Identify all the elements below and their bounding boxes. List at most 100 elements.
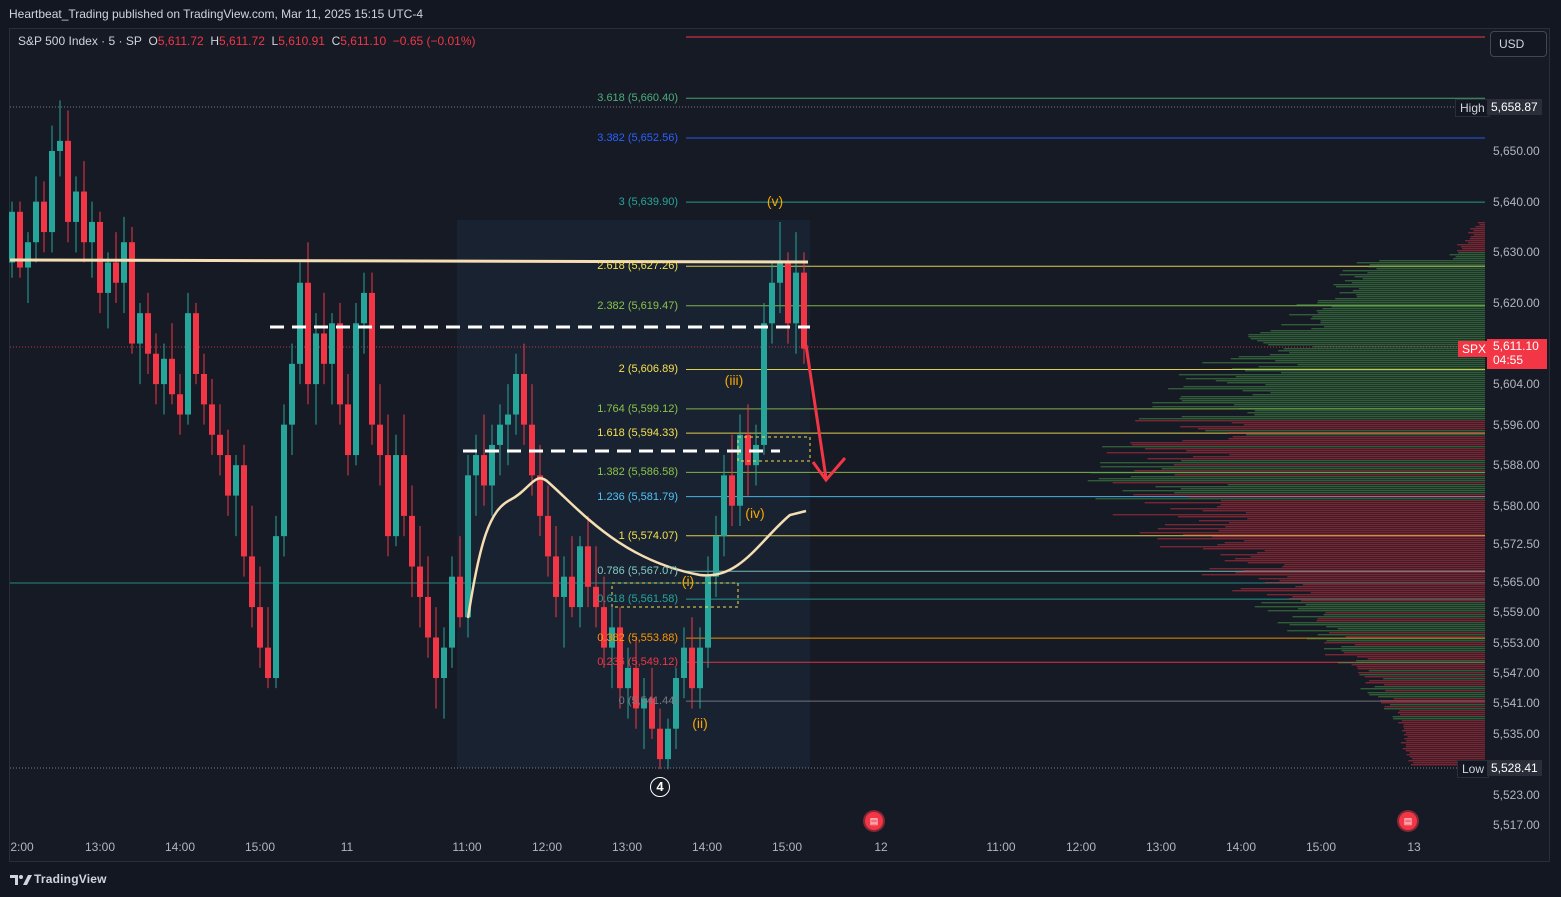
volume-profile-bar [1323,614,1485,616]
volume-profile-bar [1312,316,1485,318]
volume-profile-bar [1244,370,1485,372]
volume-profile-bar [1187,496,1485,498]
candle-body [425,596,431,638]
candle-body [145,313,151,354]
price-tick-label: 5,588.00 [1493,458,1540,473]
price-tick-label: 5,541.00 [1493,696,1540,711]
candle-body [729,475,735,506]
volume-profile-bar [1238,356,1485,358]
volume-profile-bar [1209,568,1485,570]
candle-body [713,536,719,577]
candle-body [561,576,567,597]
volume-profile-bar [1243,424,1485,426]
candle-body [665,728,671,760]
candle-body [241,465,247,557]
price-tick-label: 5,565.00 [1493,574,1540,589]
change-value: −0.65 (−0.01%) [392,34,476,48]
candle-body [225,455,231,496]
volume-profile-bar [1278,350,1485,352]
volume-profile-bar [1470,236,1485,238]
volume-profile-bar [1399,710,1485,712]
volume-profile-bar [1254,606,1485,608]
us-flag-icon[interactable]: ▤ [865,812,883,830]
candle-body [401,455,407,516]
us-flag-icon[interactable]: ▤ [1399,812,1417,830]
fib-level-label: 3.618 (5,660.40) [597,92,678,105]
volume-profile-bar [1238,408,1485,410]
volume-profile-bar [1247,562,1485,564]
currency-button[interactable]: USD [1490,31,1547,57]
candle-body [289,363,295,425]
volume-profile-bar [1337,628,1485,630]
candle-body [41,201,47,233]
candle-body [329,323,335,364]
time-tick-label: 14:00 [1225,840,1257,854]
volume-profile-bar [1473,234,1485,236]
candle-body [769,282,775,324]
volume-profile-bar [1384,706,1485,708]
volume-profile-bar [1310,318,1485,320]
symbol-title[interactable]: S&P 500 Index · 5 · SP [18,34,142,48]
volume-profile-bar [1264,550,1485,552]
volume-profile-bar [1378,696,1485,698]
candle-body [513,373,519,415]
candle-body [201,373,207,405]
volume-profile-bar [1458,252,1485,254]
volume-profile-bar [1234,558,1485,560]
volume-profile-bar [1369,264,1485,266]
volume-profile-bar [1405,746,1485,748]
candle-body [361,292,367,324]
time-tick-label: 12 [874,840,888,854]
volume-profile-bar [1181,416,1485,418]
volume-profile-bar [1269,354,1485,356]
candle-body [385,455,391,537]
volume-profile-bar [1351,282,1485,284]
volume-profile-bar [1180,488,1485,490]
volume-profile-bar [1287,630,1485,632]
open-value: 5,611.72 [157,34,204,48]
volume-profile-bar [1339,292,1485,294]
volume-profile-bar [1455,256,1485,258]
volume-profile-bar [1316,620,1485,622]
wave-label-iii: (iii) [724,372,744,388]
volume-profile-bar [1229,522,1485,524]
candle-body [457,576,463,618]
time-tick-label: 13:00 [84,840,116,854]
volume-profile-bar [1344,652,1485,654]
candle-body [73,191,79,222]
volume-profile-bar [1224,560,1485,562]
volume-profile-bar [1232,436,1485,438]
candle-body [265,647,271,679]
volume-profile-bar [1465,240,1485,242]
volume-profile-bar [1144,448,1485,450]
volume-profile-bar [1227,432,1485,434]
volume-profile-bar [1130,442,1485,444]
volume-profile-bar [1168,388,1485,390]
volume-profile-bar [1342,270,1485,272]
bar-countdown: 04:55 [1493,353,1524,367]
volume-profile-bar [1379,260,1485,262]
volume-profile-bar [1245,512,1485,514]
close-label: C [331,34,341,48]
candle-body [137,313,143,344]
price-axis[interactable]: 5,650.00 5,640.00 5,630.00 5,620.00 5,604.00… [1487,28,1550,862]
volume-profile-bar [1360,688,1485,690]
time-tick-label: 11:00 [452,840,482,854]
volume-profile-bar [1413,762,1485,764]
volume-profile-bar [1138,418,1485,420]
volume-profile-bar [1289,624,1485,626]
candle-body [473,455,479,476]
candle-body [409,515,415,567]
candle-body [161,358,167,385]
time-tick-label: 13 [1407,840,1421,854]
candle-body [97,221,103,293]
fib-level-label: 1.618 (5,594.33) [597,427,678,440]
candle-body [417,566,423,597]
volume-profile-bar [1317,300,1485,302]
volume-profile-bar [1383,684,1485,686]
volume-profile-bar [1479,224,1485,226]
volume-profile-bar [1263,342,1485,344]
volume-profile-bar [1406,754,1485,756]
volume-profile-bar [1283,348,1485,350]
